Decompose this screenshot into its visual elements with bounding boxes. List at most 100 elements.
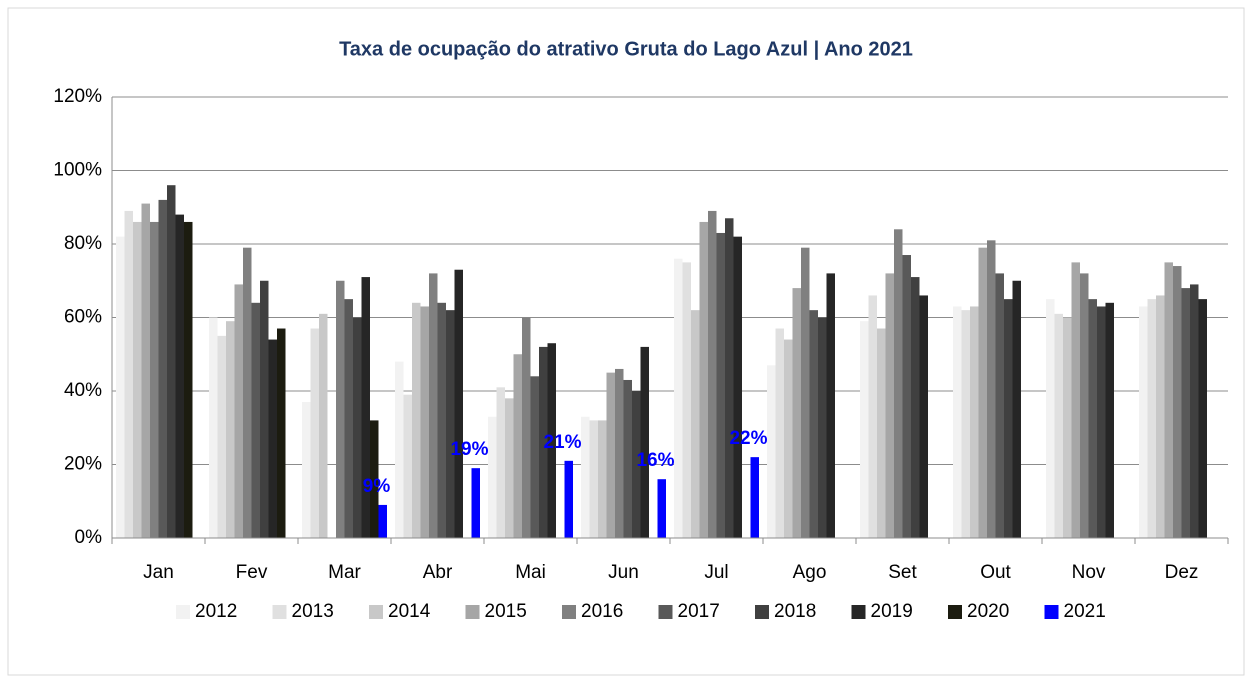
data-label: 16% [636,450,674,471]
bar [539,346,548,538]
bar [632,391,641,538]
bar [1139,306,1148,538]
bar [217,335,226,538]
bar [733,236,742,538]
bar [902,255,911,538]
bar [640,346,649,538]
legend-label: 2014 [388,601,431,622]
bar [691,310,700,538]
bar [1004,299,1013,538]
bar [598,420,607,538]
bar [818,317,827,538]
bar [1088,299,1097,538]
bar [708,210,717,539]
x-tick-label: Jun [608,562,639,583]
bar [716,232,725,538]
bar [919,295,928,538]
bar [995,273,1004,538]
bar [826,273,835,538]
bar [1063,317,1072,538]
bar [1147,299,1156,538]
legend-swatch [562,605,576,619]
bar [234,284,243,538]
legend-swatch [658,605,673,619]
bar [353,317,362,538]
bar [564,460,573,538]
x-tick-label: Dez [1165,562,1199,583]
bar [1071,262,1080,538]
bar [674,258,683,538]
bar [750,457,759,538]
bar [581,416,590,538]
bar [1097,306,1106,538]
bar [589,420,598,538]
bar [471,468,480,538]
bar [319,313,328,538]
x-tick-label: Out [980,562,1011,583]
legend-label: 2021 [1064,601,1106,622]
bar [158,199,167,538]
bar [167,185,176,538]
bar [336,280,345,538]
legend-swatch [176,605,190,619]
bar [961,310,970,538]
bar [725,218,734,538]
bar [784,339,793,538]
bar [860,321,869,538]
x-tick-label: Jul [704,562,728,583]
bar [970,306,979,538]
bar [767,365,776,538]
bar [251,302,260,538]
bar [209,317,218,538]
y-tick-label: 20% [64,454,102,475]
chart-title: Taxa de ocupação do atrativo Gruta do La… [339,38,913,60]
legend-label: 2018 [774,601,816,622]
bar [412,302,421,538]
bar [868,295,877,538]
bar [505,398,514,538]
legend-swatch [369,605,383,619]
bar [437,302,446,538]
bar [623,379,632,538]
bar [1054,313,1063,538]
legend-label: 2019 [871,601,913,622]
bar [987,240,996,538]
bar [175,214,184,538]
bar [1046,299,1055,538]
x-tick-label: Nov [1072,562,1106,583]
bar [150,221,159,538]
bar [1181,288,1190,538]
legend-label: 2013 [292,601,334,622]
x-tick-label: Set [888,562,917,583]
bar [429,273,438,538]
bar [395,361,404,538]
y-tick-label: 0% [75,527,103,548]
bar [1080,273,1089,538]
bar [310,328,319,538]
x-tick-label: Fev [236,562,268,583]
bar [547,343,556,538]
bar [446,310,455,538]
bar [809,310,818,538]
y-tick-label: 80% [64,233,102,254]
bar [116,236,125,538]
bar [885,273,894,538]
bar [243,247,252,539]
bar [268,339,277,538]
x-tick-label: Ago [793,562,827,583]
bar [277,328,286,538]
bar [792,288,801,538]
bar [260,280,269,538]
bar [344,299,353,538]
legend-swatch [465,605,480,619]
bar [953,306,962,538]
data-label: 9% [363,476,391,497]
bar [488,416,497,538]
bar [978,247,987,539]
bar [133,221,142,538]
bar [894,229,903,539]
legend-label: 2016 [581,601,623,622]
bar [361,277,370,538]
bar [454,269,463,538]
